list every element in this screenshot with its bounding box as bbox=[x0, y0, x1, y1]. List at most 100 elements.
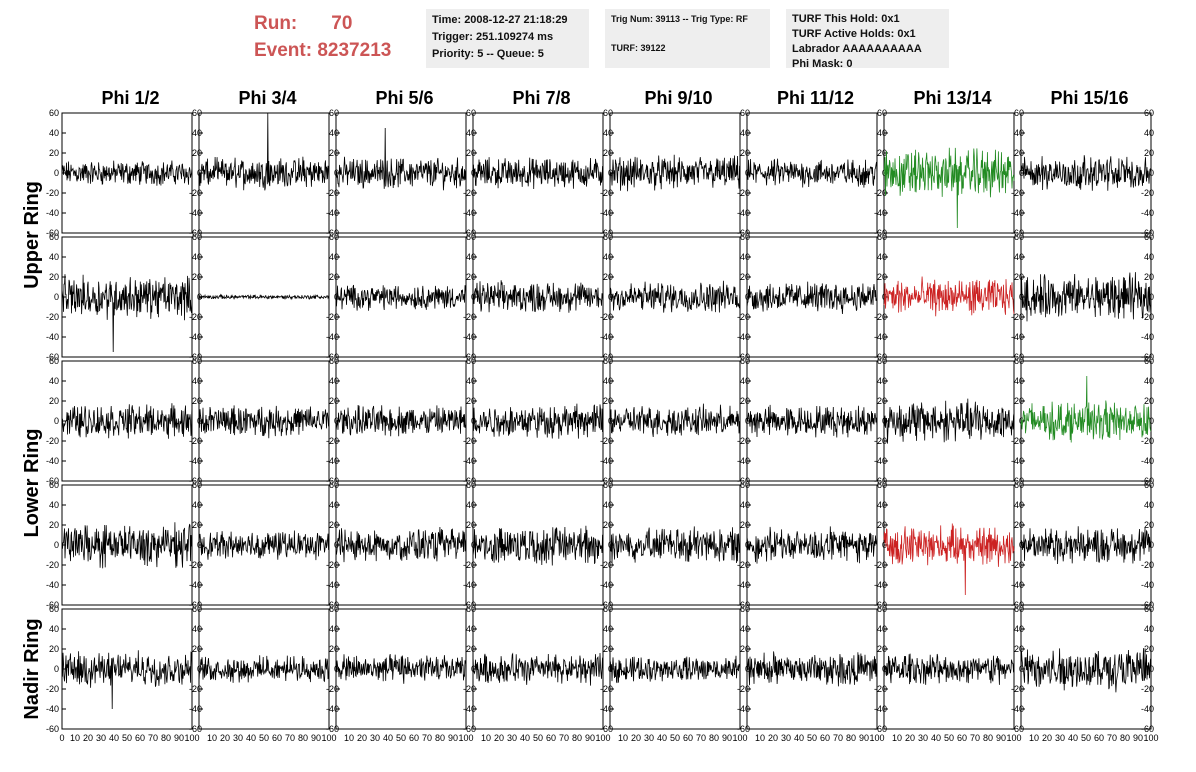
y-tick-label: 60 bbox=[603, 604, 613, 614]
x-tick-label: 30 bbox=[1055, 733, 1065, 743]
x-tick-label: 0 bbox=[59, 733, 64, 743]
x-tick-label: 20 bbox=[83, 733, 93, 743]
x-tick-label: 10 bbox=[1029, 733, 1039, 743]
x-tick-label: 100 bbox=[184, 733, 199, 743]
y-tick-label: 40 bbox=[603, 252, 613, 262]
y-tick-label: -60 bbox=[189, 600, 202, 610]
y-tick-label: 20 bbox=[1014, 520, 1024, 530]
y-tick-label: -20 bbox=[737, 684, 750, 694]
y-tick-label: -20 bbox=[600, 312, 613, 322]
y-tick-label: 0 bbox=[1149, 664, 1154, 674]
y-tick-label: 40 bbox=[603, 500, 613, 510]
y-tick-label: 20 bbox=[49, 396, 59, 406]
y-tick-label: 0 bbox=[54, 292, 59, 302]
y-tick-label: -60 bbox=[874, 600, 887, 610]
y-tick-label: 20 bbox=[49, 644, 59, 654]
trig-num-text: Trig Num: 39113 -- Trig Type: RF bbox=[611, 14, 748, 24]
x-tick-label: 30 bbox=[644, 733, 654, 743]
y-tick-label: -40 bbox=[1011, 208, 1024, 218]
column-header-4: Phi 7/8 bbox=[512, 88, 570, 108]
y-tick-label: 40 bbox=[329, 376, 339, 386]
y-tick-label: -40 bbox=[46, 704, 59, 714]
y-tick-label: 60 bbox=[740, 108, 750, 118]
y-tick-label: 40 bbox=[49, 376, 59, 386]
x-tick-label: 40 bbox=[1068, 733, 1078, 743]
y-tick-label: -40 bbox=[463, 704, 476, 714]
x-tick-label: 70 bbox=[833, 733, 843, 743]
waveform-trace-2-1 bbox=[198, 405, 330, 439]
y-tick-label: 40 bbox=[740, 624, 750, 634]
y-tick-label: 40 bbox=[49, 624, 59, 634]
y-tick-label: -20 bbox=[463, 560, 476, 570]
y-tick-label: 20 bbox=[877, 148, 887, 158]
y-tick-label: -60 bbox=[46, 476, 59, 486]
x-tick-label: 60 bbox=[272, 733, 282, 743]
y-tick-label: -60 bbox=[1141, 476, 1154, 486]
y-tick-label: 20 bbox=[1144, 148, 1154, 158]
x-tick-label: 50 bbox=[670, 733, 680, 743]
y-tick-label: 40 bbox=[877, 128, 887, 138]
x-tick-label: 50 bbox=[1081, 733, 1091, 743]
y-tick-label: -20 bbox=[737, 436, 750, 446]
y-tick-label: -20 bbox=[46, 560, 59, 570]
y-tick-label: 60 bbox=[740, 604, 750, 614]
panel-2-1 bbox=[198, 360, 330, 482]
y-tick-label: -20 bbox=[600, 436, 613, 446]
y-tick-label: -60 bbox=[326, 600, 339, 610]
y-tick-label: 60 bbox=[49, 108, 59, 118]
y-tick-label: 20 bbox=[192, 396, 202, 406]
turf-text: TURF: 39122 bbox=[611, 43, 666, 53]
y-tick-label: 20 bbox=[1144, 644, 1154, 654]
y-tick-label: -60 bbox=[463, 600, 476, 610]
y-tick-label: -60 bbox=[737, 724, 750, 734]
panel-3-5 bbox=[746, 484, 878, 606]
y-tick-label: -40 bbox=[326, 332, 339, 342]
y-tick-label: -20 bbox=[737, 560, 750, 570]
y-tick-label: 60 bbox=[1014, 232, 1024, 242]
y-tick-label: -60 bbox=[1141, 352, 1154, 362]
y-tick-label: 20 bbox=[1014, 396, 1024, 406]
y-tick-label: -40 bbox=[1141, 332, 1154, 342]
y-tick-label: 60 bbox=[466, 604, 476, 614]
x-tick-label: 30 bbox=[233, 733, 243, 743]
x-tick-label: 70 bbox=[148, 733, 158, 743]
y-tick-label: 0 bbox=[1149, 540, 1154, 550]
y-tick-label: 40 bbox=[329, 624, 339, 634]
y-tick-label: -20 bbox=[1011, 560, 1024, 570]
y-tick-label: -40 bbox=[463, 208, 476, 218]
y-tick-label: -40 bbox=[600, 704, 613, 714]
y-tick-label: 0 bbox=[1019, 168, 1024, 178]
y-tick-label: 0 bbox=[882, 540, 887, 550]
turf-this-hold-text: TURF This Hold: 0x1 bbox=[792, 13, 900, 25]
y-tick-label: 20 bbox=[466, 520, 476, 530]
y-tick-label: -20 bbox=[737, 188, 750, 198]
y-tick-label: -20 bbox=[874, 436, 887, 446]
waveform-trace-0-2 bbox=[335, 127, 467, 191]
y-tick-label: 60 bbox=[603, 232, 613, 242]
y-tick-label: 60 bbox=[466, 232, 476, 242]
time-text: Time: 2008-12-27 21:18:29 bbox=[432, 14, 568, 26]
y-tick-label: -40 bbox=[600, 456, 613, 466]
trigger-info-box: Trig Num: 39113 -- Trig Type: RF TURF: 3… bbox=[605, 9, 770, 68]
y-tick-label: 60 bbox=[192, 604, 202, 614]
x-tick-label: 90 bbox=[448, 733, 458, 743]
y-tick-label: 40 bbox=[466, 624, 476, 634]
turf-info-box: TURF This Hold: 0x1 TURF Active Holds: 0… bbox=[786, 9, 949, 70]
waveform-trace-3-2 bbox=[335, 526, 467, 563]
x-tick-label: 10 bbox=[70, 733, 80, 743]
y-tick-label: -20 bbox=[463, 188, 476, 198]
y-tick-label: -40 bbox=[600, 580, 613, 590]
y-tick-label: 20 bbox=[192, 148, 202, 158]
x-tick-label: 80 bbox=[298, 733, 308, 743]
y-tick-label: -40 bbox=[189, 704, 202, 714]
y-tick-label: -40 bbox=[1011, 580, 1024, 590]
waveform-trace-2-4 bbox=[609, 403, 741, 438]
x-tick-label: 70 bbox=[285, 733, 295, 743]
y-tick-label: -20 bbox=[326, 312, 339, 322]
y-tick-label: -40 bbox=[326, 580, 339, 590]
column-header-7: Phi 13/14 bbox=[913, 88, 991, 108]
y-tick-label: -40 bbox=[463, 580, 476, 590]
waveform-trace-0-7 bbox=[1020, 155, 1152, 191]
y-tick-label: -40 bbox=[1141, 208, 1154, 218]
